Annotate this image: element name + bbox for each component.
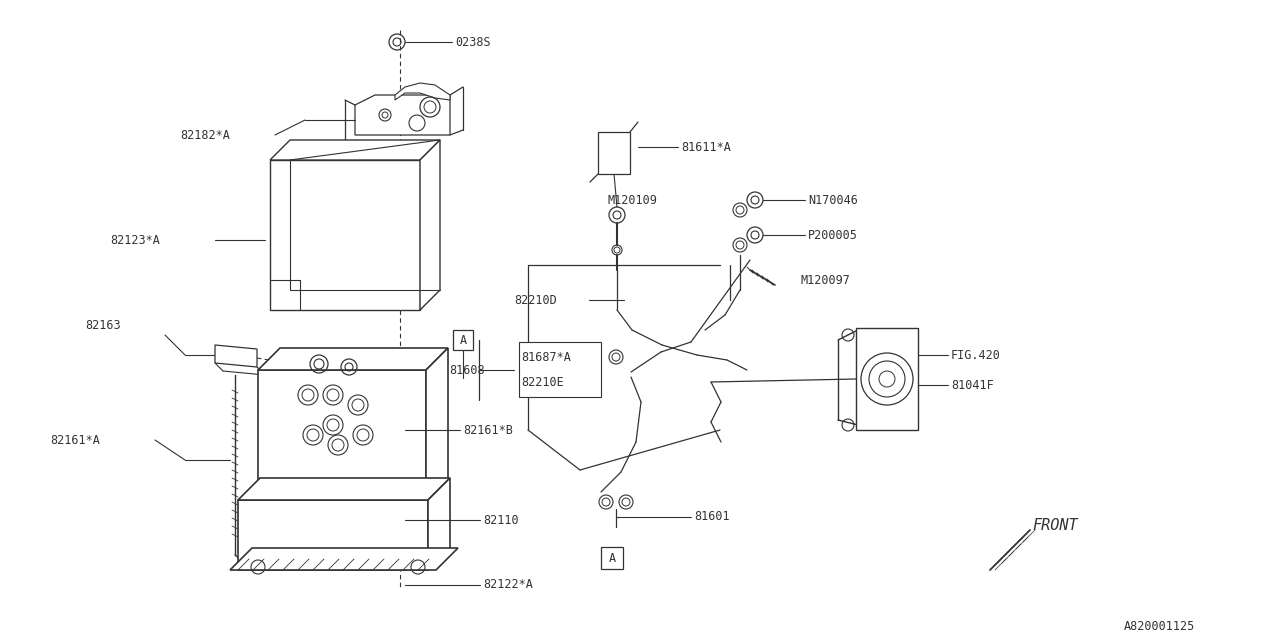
Text: 82210E: 82210E — [521, 376, 563, 388]
Text: M120109: M120109 — [607, 193, 657, 207]
Text: 82210D: 82210D — [515, 294, 557, 307]
Text: FIG.420: FIG.420 — [951, 349, 1001, 362]
Polygon shape — [598, 132, 630, 174]
Polygon shape — [355, 95, 451, 135]
Polygon shape — [396, 83, 451, 100]
FancyBboxPatch shape — [453, 330, 474, 350]
Text: 82163: 82163 — [84, 319, 120, 332]
Text: 81687*A: 81687*A — [521, 351, 571, 364]
Text: 81601: 81601 — [694, 511, 730, 524]
Text: 81611*A: 81611*A — [681, 141, 731, 154]
Polygon shape — [270, 160, 420, 310]
Text: 82123*A: 82123*A — [110, 234, 160, 246]
Polygon shape — [238, 478, 451, 500]
Text: P200005: P200005 — [808, 228, 858, 241]
Polygon shape — [238, 500, 428, 570]
Polygon shape — [230, 548, 458, 570]
Text: 0238S: 0238S — [454, 35, 490, 49]
Text: 82161*A: 82161*A — [50, 433, 100, 447]
Text: M120097: M120097 — [800, 273, 850, 287]
Polygon shape — [259, 348, 448, 370]
Text: A: A — [608, 552, 616, 564]
Text: 81608: 81608 — [449, 364, 485, 376]
Text: 82122*A: 82122*A — [483, 579, 532, 591]
FancyBboxPatch shape — [602, 547, 623, 569]
Polygon shape — [428, 478, 451, 570]
Polygon shape — [259, 370, 426, 500]
Text: N170046: N170046 — [808, 193, 858, 207]
Polygon shape — [426, 348, 448, 500]
Text: 82110: 82110 — [483, 513, 518, 527]
Text: 82182*A: 82182*A — [180, 129, 230, 141]
Text: 82161*B: 82161*B — [463, 424, 513, 436]
Polygon shape — [856, 328, 918, 430]
Text: A: A — [460, 333, 467, 346]
Text: A820001125: A820001125 — [1124, 620, 1196, 632]
Text: FRONT: FRONT — [1032, 518, 1078, 532]
Polygon shape — [270, 140, 440, 160]
Polygon shape — [420, 140, 440, 310]
Text: 81041F: 81041F — [951, 378, 993, 392]
FancyBboxPatch shape — [518, 342, 602, 397]
Polygon shape — [215, 345, 257, 367]
